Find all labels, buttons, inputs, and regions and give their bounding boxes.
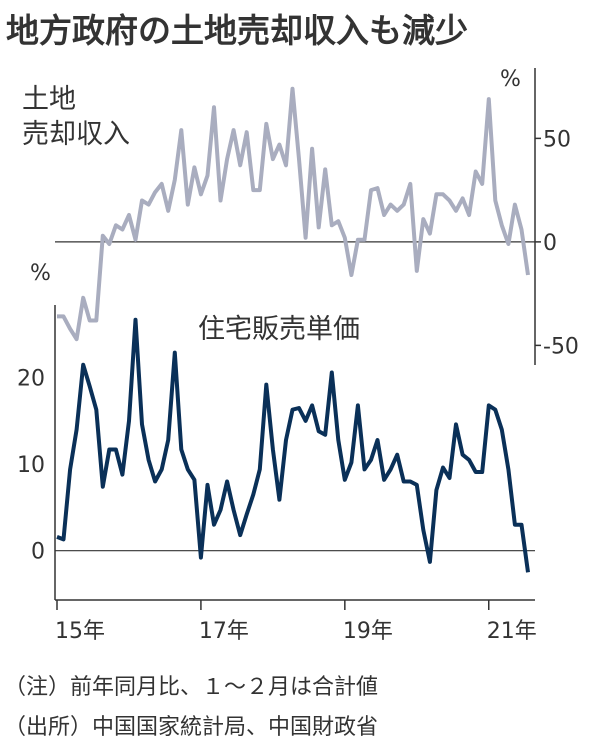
y2-unit: % (500, 67, 521, 92)
series-line (56, 317, 530, 573)
x-tick-label: 17年 (199, 619, 249, 644)
y-tick-label: 20 (17, 367, 45, 392)
series-line (57, 86, 530, 342)
x-tick-label: 21年 (487, 619, 537, 644)
y-unit: % (30, 261, 51, 286)
y2-tick-label: -50 (543, 334, 579, 359)
x-tick-label: 15年 (55, 619, 105, 644)
x-tick-label: 19年 (343, 619, 393, 644)
y-tick-label: 10 (17, 453, 45, 478)
legend-label: 土地 売却収入 (22, 84, 130, 151)
note: （注）前年同月比、１～２月は合計値 (4, 675, 378, 700)
y2-tick-label: 50 (543, 127, 571, 152)
legend-label: 住宅販売単価 (198, 314, 360, 345)
y-tick-label: 0 (31, 540, 45, 565)
note: （出所）中国国家統計局、中国財政省 (4, 715, 378, 740)
chart-title: 地方政府の土地売却収入も減少 (6, 11, 468, 50)
y2-tick-label: 0 (543, 231, 557, 256)
